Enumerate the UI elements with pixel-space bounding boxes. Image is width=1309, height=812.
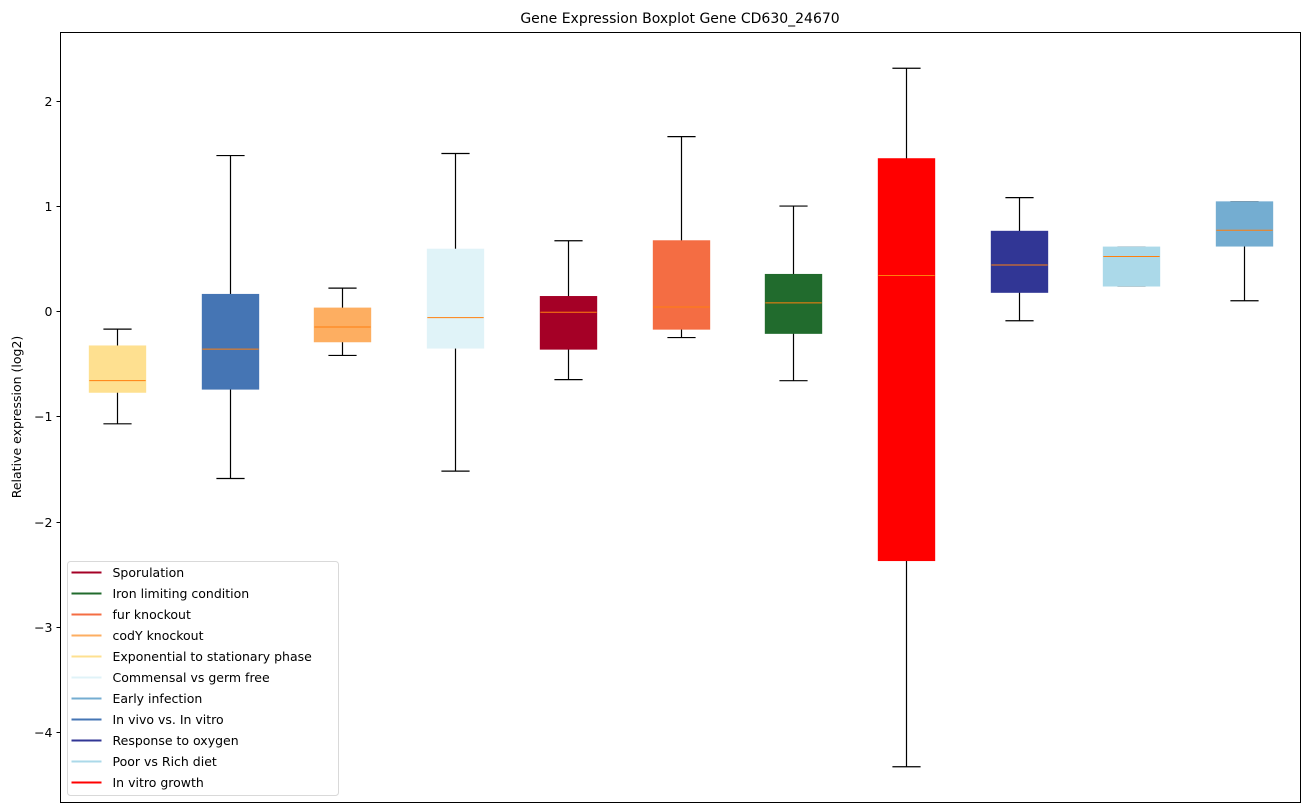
legend-item: Sporulation <box>71 565 185 580</box>
box-3 <box>313 287 372 357</box>
box-iqr <box>652 240 711 330</box>
legend-label: In vivo vs. In vitro <box>113 712 224 727</box>
boxes-group <box>88 67 1274 768</box>
box-10 <box>1102 246 1161 287</box>
box-8 <box>877 67 936 768</box>
legend-label: Iron limiting condition <box>113 586 250 601</box>
box-iqr <box>88 345 147 393</box>
y-tick-label: −2 <box>34 515 52 530</box>
y-tick-label: −1 <box>34 409 52 424</box>
box-11 <box>1215 201 1274 302</box>
legend-item: Poor vs Rich diet <box>71 754 217 769</box>
legend-item: Response to oxygen <box>71 733 239 748</box>
y-tick-label: 2 <box>45 94 53 109</box>
legend-item: Early infection <box>71 691 203 706</box>
legend-item: In vivo vs. In vitro <box>71 712 224 727</box>
y-tick-label: −4 <box>34 725 52 740</box>
y-axis-label: Relative expression (log2) <box>9 336 24 499</box>
legend-label: codY knockout <box>113 628 204 643</box>
box-2 <box>201 154 260 480</box>
box-iqr <box>539 296 598 350</box>
box-iqr <box>1102 246 1161 287</box>
legend-label: Early infection <box>113 691 203 706</box>
y-tick-label: 0 <box>45 304 53 319</box>
box-5 <box>539 240 598 381</box>
legend-label: Response to oxygen <box>113 733 239 748</box>
box-iqr <box>426 248 485 349</box>
legend-item: Exponential to stationary phase <box>71 649 313 664</box>
box-iqr <box>877 158 936 562</box>
box-iqr <box>990 230 1049 293</box>
legend-label: Exponential to stationary phase <box>113 649 313 664</box>
box-1 <box>88 328 147 425</box>
box-iqr <box>764 273 823 334</box>
legend-label: fur knockout <box>113 607 191 622</box>
box-iqr <box>313 307 372 343</box>
box-iqr <box>1215 201 1274 247</box>
legend-item: Iron limiting condition <box>71 586 250 601</box>
legend-label: Sporulation <box>113 565 185 580</box>
legend-item: codY knockout <box>71 628 204 643</box>
box-iqr <box>201 293 260 390</box>
box-9 <box>990 197 1049 322</box>
legend-label: Poor vs Rich diet <box>113 754 217 769</box>
chart-title: Gene Expression Boxplot Gene CD630_24670 <box>520 11 839 27</box>
box-6 <box>652 136 711 339</box>
box-4 <box>426 152 485 472</box>
y-axis-ticks: −4 −3 −2 −1 0 1 2 <box>34 94 61 740</box>
legend-item: Commensal vs germ free <box>71 670 270 685</box>
legend-frame <box>67 561 339 796</box>
y-tick-label: −3 <box>34 620 52 635</box>
box-7 <box>764 205 823 382</box>
legend-item: fur knockout <box>71 607 191 622</box>
legend-label: Commensal vs germ free <box>113 670 270 685</box>
y-tick-label: 1 <box>45 199 53 214</box>
legend-item: In vitro growth <box>71 775 204 790</box>
plot-frame <box>60 32 1301 803</box>
legend: Sporulation Iron limiting condition fur kn… <box>67 561 339 796</box>
legend-label: In vitro growth <box>113 775 204 790</box>
